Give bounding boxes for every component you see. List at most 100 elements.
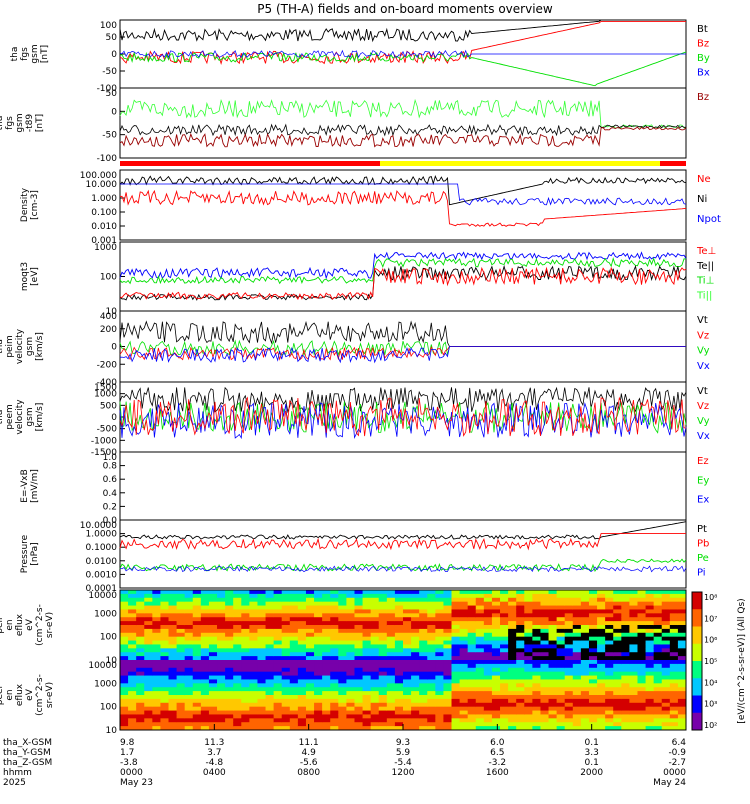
spectrogram-9-cell bbox=[136, 609, 145, 614]
spectrogram-10-cell bbox=[508, 660, 517, 665]
spectrogram-9-cell bbox=[233, 597, 242, 603]
spectrogram-9-cell bbox=[661, 652, 671, 657]
spectrogram-9-cell bbox=[338, 621, 347, 626]
panel-1-ytick: -100 bbox=[97, 84, 118, 94]
spectrogram-9-cell bbox=[637, 632, 647, 638]
spectrogram-10-cell bbox=[346, 679, 355, 684]
spectrogram-10-cell bbox=[500, 679, 509, 684]
spectrogram-9-cell bbox=[289, 640, 299, 645]
spectrogram-10-cell bbox=[669, 675, 679, 680]
spectrogram-9-cell bbox=[217, 625, 226, 630]
spectrogram-9-cell bbox=[273, 640, 283, 645]
spectrogram-9-cell bbox=[386, 648, 396, 653]
ylabel-line: eflux bbox=[15, 683, 25, 706]
spectrogram-9-cell bbox=[378, 632, 388, 638]
spectrogram-10-cell bbox=[516, 660, 525, 665]
spectrogram-9-cell bbox=[281, 644, 291, 649]
spectrogram-10-cell bbox=[184, 679, 194, 684]
spectrogram-9-cell bbox=[200, 590, 210, 595]
spectrogram-9-cell bbox=[200, 597, 210, 603]
spectrogram-9-cell bbox=[605, 652, 614, 657]
spectrogram-9-cell bbox=[265, 605, 275, 610]
spectrogram-9-cell bbox=[556, 652, 566, 657]
spectrogram-9-cell bbox=[265, 644, 275, 649]
spectrogram-10-cell bbox=[629, 695, 638, 700]
spectrogram-10-cell bbox=[378, 706, 388, 712]
spectrogram-9-cell bbox=[136, 625, 145, 630]
spectrogram-10-cell bbox=[394, 675, 404, 680]
spectrogram-9-cell bbox=[467, 652, 477, 657]
spectrogram-10-cell bbox=[330, 667, 339, 673]
spectrogram-10-cell bbox=[467, 671, 477, 677]
spectrogram-9-cell bbox=[160, 652, 170, 657]
spectrogram-9-cell bbox=[491, 628, 501, 634]
series-Ni bbox=[119, 174, 687, 206]
spectrogram-9-cell bbox=[160, 597, 170, 603]
spectrogram-9-cell bbox=[605, 601, 614, 607]
spectrogram-10-cell bbox=[289, 722, 299, 727]
spectrogram-10-cell bbox=[524, 660, 533, 665]
spectrogram-10-cell bbox=[459, 695, 469, 700]
spectrogram-10-cell bbox=[403, 671, 412, 677]
spectrogram-9-cell bbox=[128, 625, 137, 630]
spectrogram-10-cell bbox=[176, 691, 186, 696]
spectrogram-9-cell bbox=[289, 621, 299, 626]
spectrogram-10-cell bbox=[597, 679, 606, 684]
spectrogram-9-cell bbox=[427, 636, 436, 642]
spectrogram-9-cell bbox=[184, 601, 194, 607]
spectrogram-9-cell bbox=[475, 597, 485, 603]
spectrogram-10-cell bbox=[621, 663, 630, 669]
legend-Vy: Vy bbox=[697, 346, 710, 357]
spectrogram-10-cell bbox=[629, 667, 638, 673]
spectrogram-9-cell bbox=[645, 632, 655, 638]
spectrogram-10-cell bbox=[322, 687, 331, 692]
spectrogram-10-cell bbox=[677, 718, 687, 723]
spectrogram-9-cell bbox=[451, 656, 461, 661]
spectrogram-9-cell bbox=[467, 628, 477, 634]
spectrogram-10-cell bbox=[516, 679, 525, 684]
ylabel-line: gsm bbox=[30, 44, 40, 63]
spectrogram-10-cell bbox=[459, 714, 469, 719]
spectrogram-9-cell bbox=[500, 632, 509, 638]
spectrogram-9-cell bbox=[394, 609, 404, 614]
spectrogram-10-cell bbox=[443, 663, 453, 669]
spectrogram-9-cell bbox=[451, 609, 461, 614]
spectrogram-9-cell bbox=[200, 636, 210, 642]
spectrogram-9-cell bbox=[451, 636, 461, 642]
spectrogram-9-cell bbox=[128, 648, 137, 653]
spectrogram-9-cell bbox=[233, 644, 242, 649]
spectrogram-9-cell bbox=[208, 628, 218, 634]
spectrogram-9-cell bbox=[338, 590, 347, 595]
spectrogram-10-cell bbox=[136, 698, 145, 704]
spectrogram-9-cell bbox=[588, 644, 598, 649]
spectrogram-9-cell bbox=[467, 605, 477, 610]
spectrogram-10-cell bbox=[427, 722, 436, 727]
spectrogram-10-cell bbox=[435, 702, 444, 708]
ylabel-line: gsm bbox=[15, 113, 25, 132]
spectrogram-9-cell bbox=[580, 656, 590, 661]
xaxis-row-label: tha_Z-GSM bbox=[3, 758, 52, 768]
spectrogram-10-cell bbox=[637, 702, 647, 708]
spectrogram-10-cell bbox=[265, 683, 275, 688]
spectrogram-9-cell bbox=[362, 617, 372, 622]
spectrogram-9-cell bbox=[144, 605, 153, 610]
spectrogram-9-cell bbox=[265, 609, 275, 614]
spectrogram-10-cell bbox=[192, 667, 202, 673]
spectrogram-9-cell bbox=[443, 636, 453, 642]
spectrogram-10-cell bbox=[548, 671, 558, 677]
spectrogram-10-cell bbox=[588, 667, 598, 673]
spectrogram-10-cell bbox=[120, 714, 129, 719]
spectrogram-10-cell bbox=[176, 687, 186, 692]
spectrogram-9-cell bbox=[459, 605, 469, 610]
spectrogram-10-cell bbox=[192, 714, 202, 719]
spectrogram-10-cell bbox=[580, 698, 590, 704]
spectrogram-10-cell bbox=[605, 726, 614, 731]
spectrogram-10-cell bbox=[192, 691, 202, 696]
spectrogram-9-cell bbox=[233, 609, 242, 614]
legend-Ex: Ex bbox=[697, 495, 709, 506]
spectrogram-9-cell bbox=[443, 640, 453, 645]
spectrogram-9-cell bbox=[297, 644, 307, 649]
spectrogram-10-cell bbox=[491, 706, 501, 712]
spectrogram-9-cell bbox=[208, 644, 218, 649]
spectrogram-10-cell bbox=[653, 714, 663, 719]
